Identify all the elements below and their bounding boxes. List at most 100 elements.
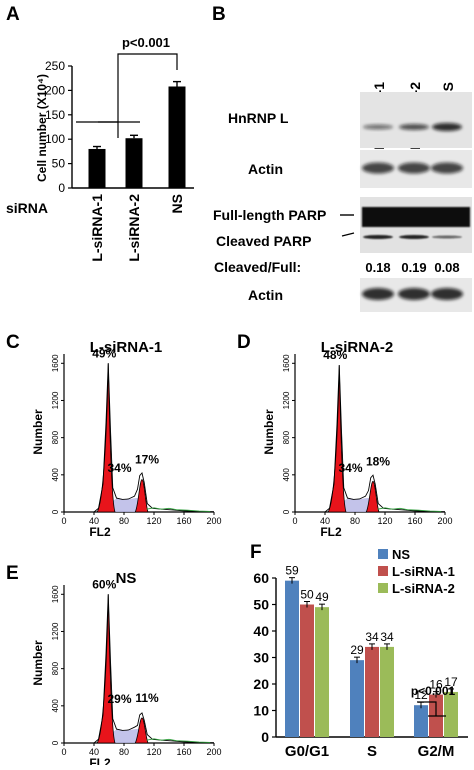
histogram-ytick-label: 1200 [51, 391, 60, 409]
histogram-s-phase [338, 498, 376, 512]
histogram-xtick-label: 80 [119, 516, 129, 526]
histogram-g1-percent: 60% [92, 577, 116, 591]
histogram-ytick-label: 800 [51, 430, 60, 444]
panel-f-value-label: 12 [414, 688, 428, 702]
histogram-g2-percent: 17% [135, 452, 159, 466]
histogram-tail [146, 738, 211, 743]
actin-band [362, 288, 394, 300]
histogram-xtick-label: 80 [119, 747, 129, 757]
panel-a-category-label: L-siRNA-1 [89, 194, 105, 262]
histogram-ytick-label: 0 [51, 740, 60, 745]
histogram-g2-peak [134, 479, 149, 513]
histogram-ylabel: Number [262, 409, 276, 455]
panel-f-pvalue: p<0.001 [411, 684, 456, 698]
cleaved-full-ratio: 0.19 [401, 260, 426, 275]
blot-hnrnp-l [360, 92, 472, 148]
panel-f-bar [380, 646, 394, 737]
row-label-actin-2: Actin [248, 287, 283, 303]
actin-band [431, 288, 463, 300]
panel-a-ytick-label: 150 [45, 108, 65, 122]
panel-f-bar [365, 646, 379, 737]
panel-a-ytick-label: 200 [45, 83, 65, 97]
cleaved-full-ratio: 0.18 [365, 260, 390, 275]
panel-f-value-label: 50 [300, 588, 314, 602]
histogram-g2-peak [365, 480, 380, 513]
panel-f-bar [285, 580, 299, 737]
histogram-g1-percent: 48% [323, 348, 347, 362]
panel-f-ytick-label: 0 [261, 729, 269, 745]
cleaved-full-ratio: 0.08 [434, 260, 459, 275]
histogram-xtick-label: 160 [176, 516, 191, 526]
histogram-g2-peak [134, 717, 149, 744]
histogram-g2-percent: 18% [366, 454, 390, 468]
panel-a-category-label: L-siRNA-2 [126, 194, 142, 262]
histogram-ytick-label: 1600 [282, 354, 291, 372]
histogram-xtick-label: 120 [377, 516, 392, 526]
histogram-ytick-label: 400 [51, 468, 60, 482]
panel-letter-a: A [6, 4, 20, 25]
panel-a-ytick-label: 50 [52, 157, 66, 171]
histogram-ytick-label: 0 [51, 509, 60, 514]
histogram-ytick-label: 1600 [51, 354, 60, 372]
panel-f-value-label: 29 [350, 643, 364, 657]
histogram-xtick-label: 160 [176, 747, 191, 757]
panel-a-bracket-stem [98, 121, 119, 138]
histogram-xtick-label: 0 [292, 516, 297, 526]
panel-letter: E [6, 563, 19, 584]
panel-f-legend-label: NS [392, 547, 410, 562]
histogram-xtick-label: 0 [61, 747, 66, 757]
histogram-xtick-label: 200 [206, 747, 221, 757]
histogram-title: NS [116, 570, 137, 587]
histogram-g2-percent: 11% [135, 691, 159, 705]
panel-f-value-label: 59 [285, 564, 299, 578]
panel-d: D L-siRNA-2 0 40 80 120 160 200 0 400 800 1200 1600 N… [237, 332, 453, 539]
histogram-g1-percent: 49% [92, 346, 116, 360]
panel-f-category-label: G2/M [418, 743, 455, 760]
panel-f-bar [444, 691, 458, 737]
panel-a-bar [88, 148, 106, 188]
panel-f-legend-label: L-siRNA-2 [392, 581, 455, 596]
panel-f-value-label: 34 [380, 630, 394, 644]
histogram-s-phase [107, 498, 145, 512]
histogram-xtick-label: 80 [350, 516, 360, 526]
panel-a-ytick-label: 0 [58, 181, 65, 195]
panel-a-ylabel: Cell number (X10⁴) [35, 74, 49, 182]
panel-letter: C [6, 332, 20, 353]
histogram-xlabel: FL2 [89, 756, 111, 765]
panel-f-category-label: G0/G1 [285, 743, 329, 760]
panel-f-ytick-label: 10 [253, 703, 269, 719]
panel-a-bar [125, 138, 143, 188]
histogram-xlabel: FL2 [320, 525, 342, 539]
panel-f-bar [350, 660, 364, 737]
histogram-xlabel: FL2 [89, 525, 111, 539]
row-label-actin-1: Actin [248, 161, 283, 177]
histogram-s-percent: 34% [107, 461, 131, 475]
panel-f-ytick-label: 60 [253, 570, 269, 586]
histogram-ylabel: Number [31, 409, 45, 455]
full-parp-band [362, 207, 470, 227]
actin-band [398, 288, 430, 300]
panel-f-legend-swatch [378, 549, 388, 559]
histogram-title: L-siRNA-2 [321, 339, 394, 356]
panel-a-category-label: NS [169, 194, 185, 213]
histogram-g1-peak [327, 365, 347, 513]
histogram-xtick-label: 40 [89, 516, 99, 526]
panel-f-ytick-label: 20 [253, 676, 269, 692]
histogram-outline [93, 363, 215, 513]
row-label-hnrnp-l: HnRNP L [228, 110, 289, 126]
cleaved-parp-band [399, 235, 429, 239]
histogram-ytick-label: 800 [282, 430, 291, 444]
row-label-cleaved-parp: Cleaved PARP [216, 233, 311, 249]
panel-f-ytick-label: 40 [253, 623, 269, 639]
panel-c: C L-siRNA-1 0 40 80 120 160 200 0 400 800 1200 1600 N… [6, 332, 222, 539]
histogram-outline [93, 594, 215, 744]
histogram-ytick-label: 1600 [51, 585, 60, 603]
histogram-s-percent: 29% [107, 692, 131, 706]
panel-a-xlabel: siRNA [6, 200, 48, 216]
panel-a-bracket [117, 53, 178, 122]
panel-f-legend-swatch [378, 566, 388, 576]
panel-f-bar [414, 705, 428, 737]
histogram-xtick-label: 120 [146, 516, 161, 526]
